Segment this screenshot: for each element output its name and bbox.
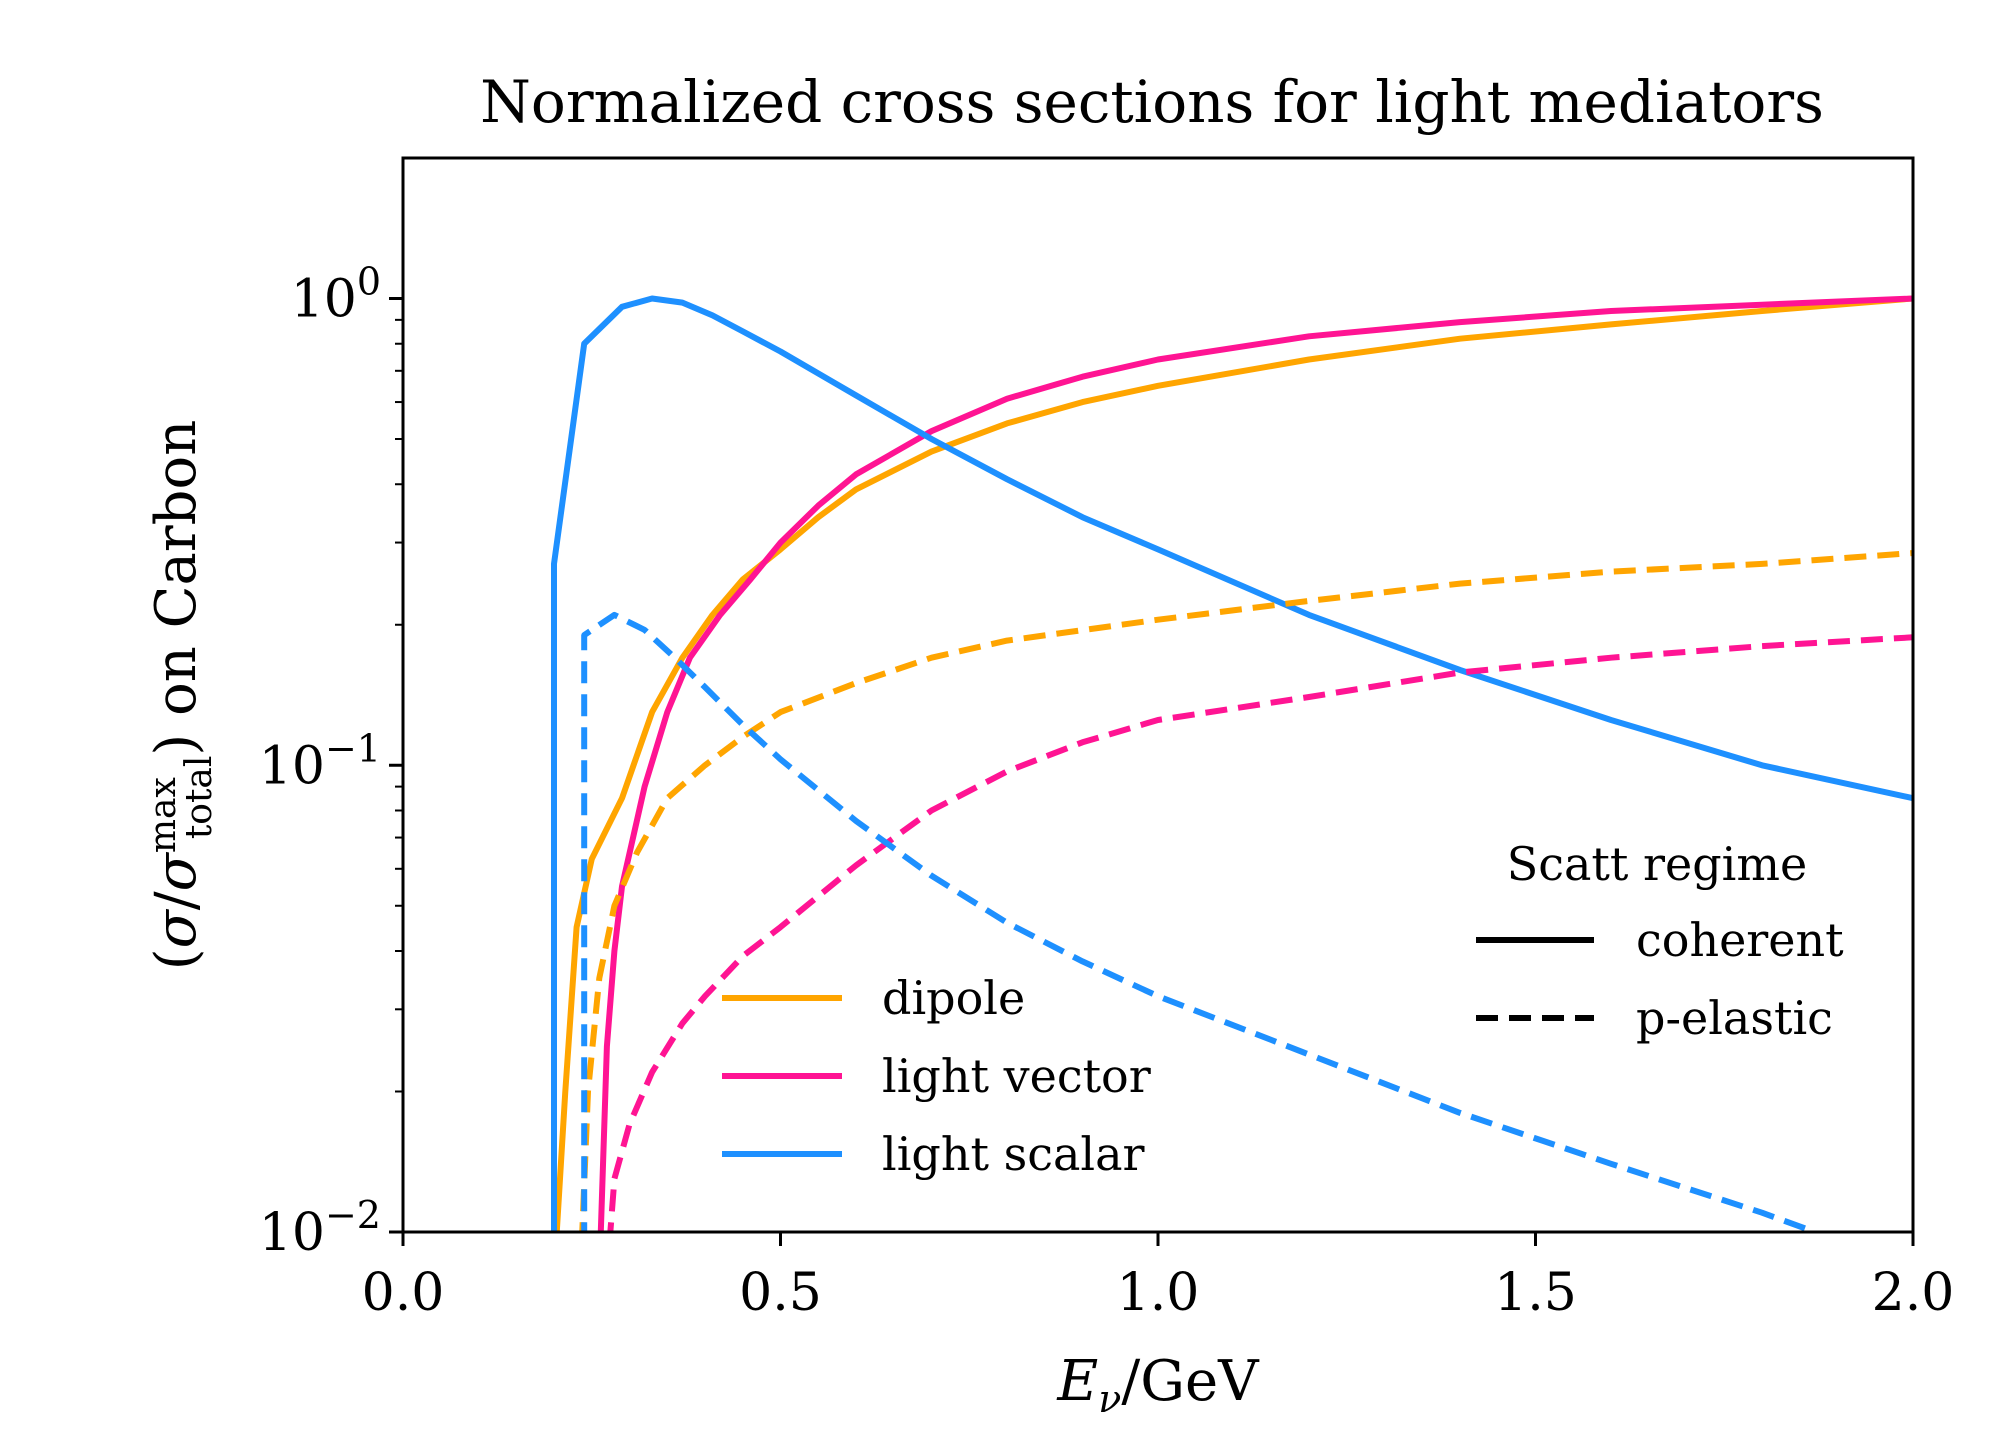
chart-title: Normalized cross sections for light medi… xyxy=(480,68,1824,136)
series-dipole-coherent xyxy=(553,295,1913,1232)
y-tick-label: 10−2 xyxy=(259,1193,381,1263)
regime-legend: Scatt regime coherent p-elastic xyxy=(1476,837,1844,1045)
x-tick-label: 1.5 xyxy=(1494,1263,1577,1323)
legend-label: dipole xyxy=(882,971,1025,1025)
series-light-scalar-coherent xyxy=(551,295,1913,1232)
legend-label: coherent xyxy=(1636,913,1844,967)
y-axis-label: (σ/σmaxtotal) on Carbon xyxy=(143,420,220,971)
y-tick-label: 10−1 xyxy=(259,726,381,796)
legend-title: Scatt regime xyxy=(1507,837,1808,891)
y-tick-label: 100 xyxy=(291,260,381,330)
axis-ticks: 0.0 0.5 1.0 1.5 2.0 10−2 10−1 100 xyxy=(259,260,1955,1323)
series-light-vector-coherent xyxy=(597,295,1913,1232)
x-tick-label: 0.0 xyxy=(362,1263,445,1323)
legend-label: light scalar xyxy=(882,1127,1145,1181)
x-tick-label: 2.0 xyxy=(1872,1263,1955,1323)
series-dipole-p-elastic xyxy=(579,550,1913,1232)
legend-label: light vector xyxy=(882,1049,1151,1103)
x-tick-label: 1.0 xyxy=(1117,1263,1200,1323)
x-tick-label: 0.5 xyxy=(739,1263,822,1323)
model-legend: dipole light vector light scalar xyxy=(722,971,1151,1181)
series-light-vector-p-elastic xyxy=(607,634,1913,1232)
series-light-scalar-p-elastic xyxy=(581,611,1816,1232)
legend-label: p-elastic xyxy=(1636,991,1833,1045)
x-axis-label: Eν/GeV xyxy=(1056,1349,1260,1421)
series-layer xyxy=(551,295,1913,1232)
